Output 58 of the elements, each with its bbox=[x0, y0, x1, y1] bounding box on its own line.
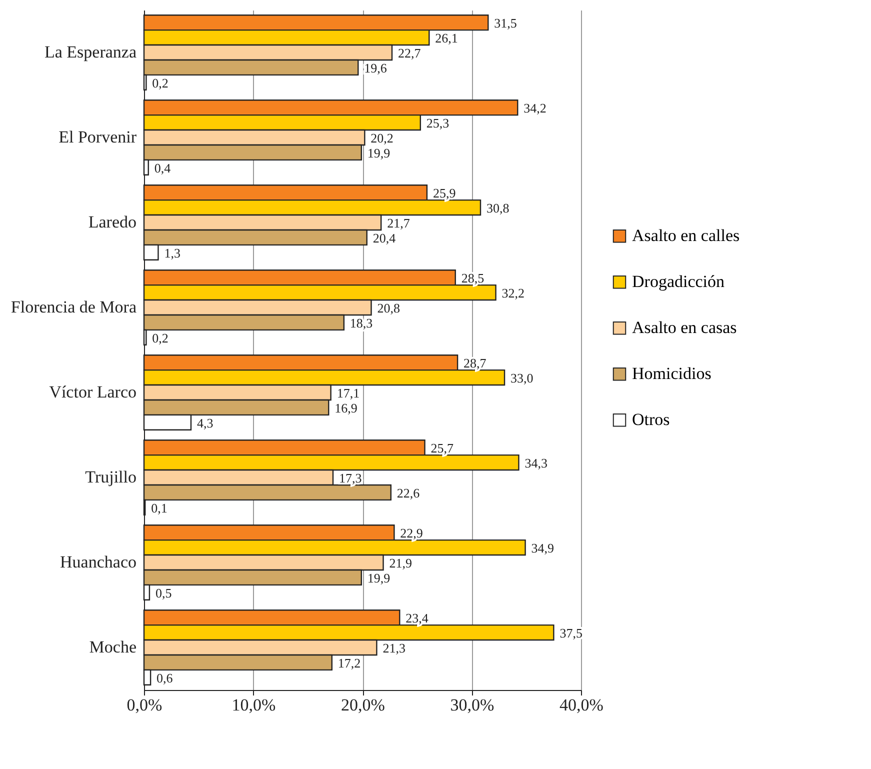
x-tick-label: 10,0% bbox=[232, 696, 276, 714]
data-label: 20,8 bbox=[377, 300, 400, 316]
data-label: 0,4 bbox=[154, 160, 172, 176]
data-label: 17,3 bbox=[339, 470, 362, 486]
data-label: 33,0 bbox=[510, 370, 534, 386]
legend-label: Homicidios bbox=[632, 364, 712, 384]
data-label: 20,4 bbox=[372, 230, 396, 246]
x-tick-label: 20,0% bbox=[341, 696, 385, 714]
data-label: 17,1 bbox=[336, 386, 360, 400]
data-label: 34,3 bbox=[524, 456, 548, 471]
y-tick-label: Laredo bbox=[88, 212, 136, 232]
data-label: 30,8 bbox=[486, 200, 510, 216]
data-label: 4,3 bbox=[196, 415, 214, 430]
data-label: 32,2 bbox=[502, 286, 525, 301]
data-label: 18,3 bbox=[350, 315, 373, 330]
data-label: 28,7 bbox=[464, 356, 487, 371]
data-label: 21,7 bbox=[387, 216, 410, 230]
x-tick-label: 30,0% bbox=[450, 696, 494, 714]
y-tick-label: Moche bbox=[89, 638, 136, 656]
data-label: 20,2 bbox=[370, 130, 394, 146]
y-tick-label: Huanchaco bbox=[60, 552, 136, 572]
data-label: 19,9 bbox=[367, 570, 390, 586]
y-tick-label: Trujillo bbox=[85, 468, 136, 486]
data-label: 0,2 bbox=[152, 75, 168, 90]
data-label: 31,5 bbox=[494, 16, 517, 31]
data-label: 1,3 bbox=[164, 245, 180, 260]
legend-label: Drogadicción bbox=[632, 272, 726, 292]
data-label: 0,2 bbox=[152, 330, 168, 346]
x-tick-label: 40,0% bbox=[560, 696, 604, 714]
data-label: 0,1 bbox=[151, 500, 168, 516]
data-label: 25,9 bbox=[432, 186, 456, 201]
data-label: 22,6 bbox=[396, 485, 420, 500]
y-tick-label: Víctor Larco bbox=[49, 382, 136, 402]
legend-label: Asalto en calles bbox=[632, 226, 740, 246]
x-tick-label: 0,0% bbox=[126, 696, 162, 714]
data-label: 34,9 bbox=[531, 540, 554, 556]
data-label: 19,9 bbox=[367, 145, 390, 160]
data-label: 22,7 bbox=[398, 46, 422, 60]
data-label: 23,4 bbox=[406, 610, 429, 626]
data-label: 19,6 bbox=[364, 60, 388, 76]
y-tick-label: El Porvenir bbox=[58, 128, 137, 146]
data-label: 16,9 bbox=[334, 400, 358, 416]
data-label: 37,5 bbox=[560, 626, 582, 641]
data-label: 28,5 bbox=[461, 270, 484, 286]
legend-label: Asalto en casas bbox=[632, 318, 737, 338]
data-label: 25,7 bbox=[430, 440, 454, 456]
y-tick-label: Florencia de Mora bbox=[10, 298, 137, 316]
data-label: 25,3 bbox=[426, 116, 450, 131]
data-label: 21,3 bbox=[382, 640, 406, 656]
legend-label: Otros bbox=[632, 410, 670, 430]
data-label: 26,1 bbox=[435, 30, 458, 46]
data-label: 0,5 bbox=[155, 585, 172, 600]
data-label: 22,9 bbox=[400, 526, 423, 541]
y-tick-label: La Esperanza bbox=[44, 42, 137, 62]
data-label: 0,6 bbox=[156, 670, 174, 686]
data-label: 17,2 bbox=[338, 655, 361, 670]
data-label: 21,9 bbox=[389, 556, 412, 570]
data-label: 34,2 bbox=[524, 100, 546, 116]
